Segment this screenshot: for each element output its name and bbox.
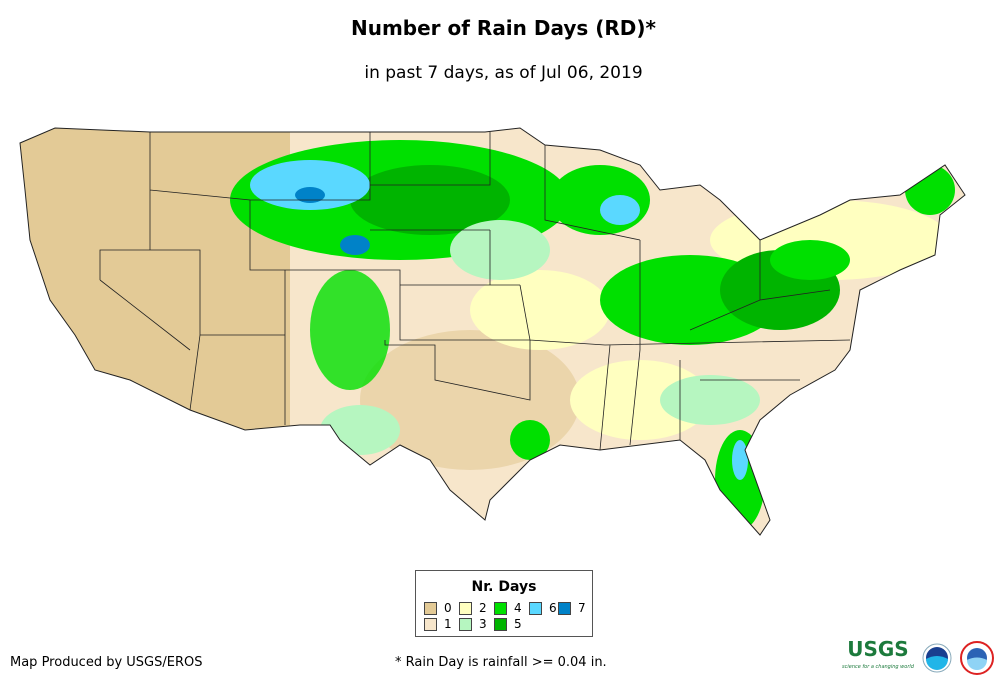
legend-title: Nr. Days bbox=[471, 579, 537, 595]
legend-item-6: 6 bbox=[529, 601, 557, 615]
legend-item-2: 2 bbox=[459, 601, 487, 615]
noaa-logo bbox=[922, 643, 952, 673]
region-6-days bbox=[250, 160, 370, 210]
legend-item-7: 7 bbox=[558, 601, 586, 615]
map-subtitle: in past 7 days, as of Jul 06, 2019 bbox=[364, 63, 643, 83]
usgs-logo: USGS science for a changing world bbox=[842, 637, 914, 670]
legend: Nr. Days 0 1 2 3 4 5 6 7 bbox=[415, 570, 593, 637]
map-title: Number of Rain Days (RD)* bbox=[350, 16, 656, 40]
legend-item-0: 0 bbox=[424, 601, 452, 615]
legend-item-3: 3 bbox=[459, 617, 487, 631]
footnote: * Rain Day is rainfall >= 0.04 in. bbox=[395, 655, 607, 670]
legend-item-1: 1 bbox=[424, 617, 452, 631]
agency-logos: USGS science for a changing world bbox=[842, 637, 994, 676]
nws-logo bbox=[959, 641, 994, 675]
us-rain-days-map bbox=[19, 127, 966, 536]
region-7-days bbox=[340, 235, 370, 255]
region-west-0-days bbox=[20, 128, 290, 440]
region-south-2-days bbox=[570, 360, 710, 440]
credit-text: Map Produced by USGS/EROS bbox=[10, 655, 203, 670]
legend-item-5: 5 bbox=[494, 617, 522, 631]
legend-item-4: 4 bbox=[494, 601, 522, 615]
state-boundaries bbox=[99, 132, 851, 451]
